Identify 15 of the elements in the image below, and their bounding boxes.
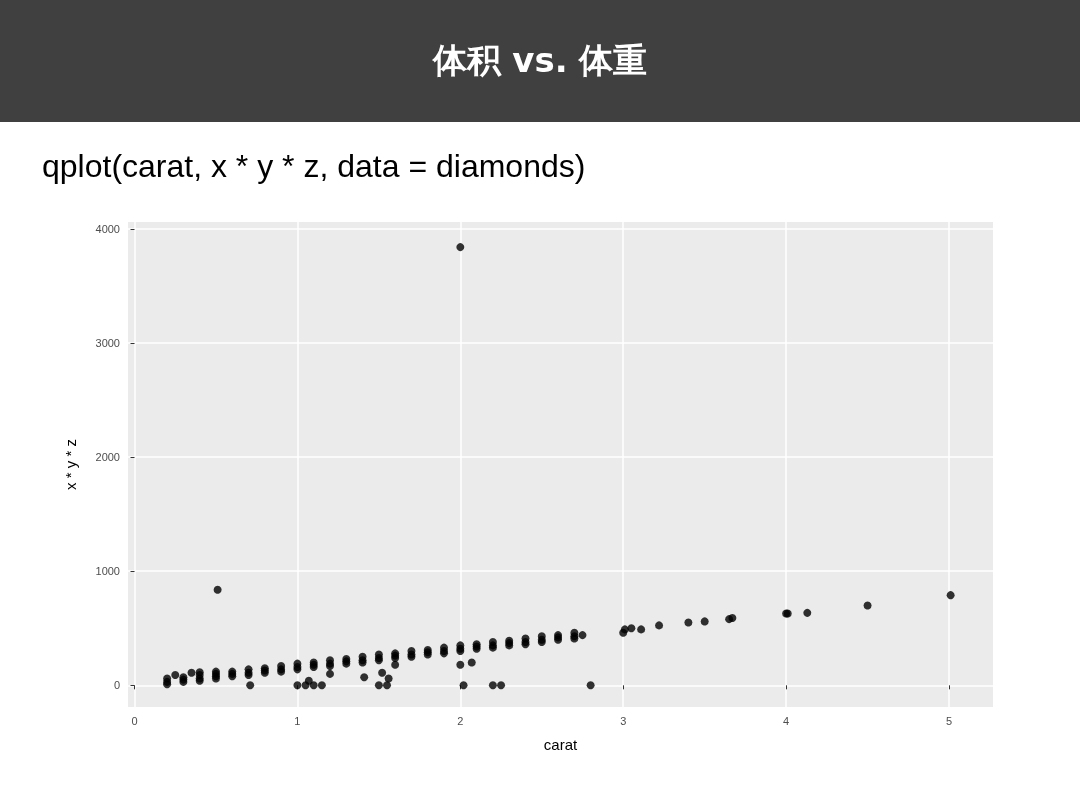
- y-tick-label: 1000: [95, 565, 120, 578]
- x-tick-label: 0: [131, 714, 138, 727]
- chart-title: 体积 vs. 体重: [432, 39, 648, 82]
- y-tick-label: 2000: [95, 451, 120, 464]
- x-tick-label: 5: [945, 714, 953, 727]
- y-tick-label: 0: [113, 679, 120, 692]
- x-tick-label: 1: [294, 714, 301, 727]
- x-tick-label: 3: [620, 714, 627, 727]
- x-tick-label: 2: [457, 714, 464, 727]
- y-tick-label: 3000: [95, 336, 120, 349]
- chart-subtitle: qplot(carat, x * y * z, data = diamonds): [42, 148, 586, 185]
- x-tick-label: 4: [783, 714, 790, 727]
- y-axis-title: x * y * z: [62, 439, 79, 490]
- y-tick-label: 4000: [95, 222, 120, 235]
- x-axis-title: carat: [543, 736, 578, 753]
